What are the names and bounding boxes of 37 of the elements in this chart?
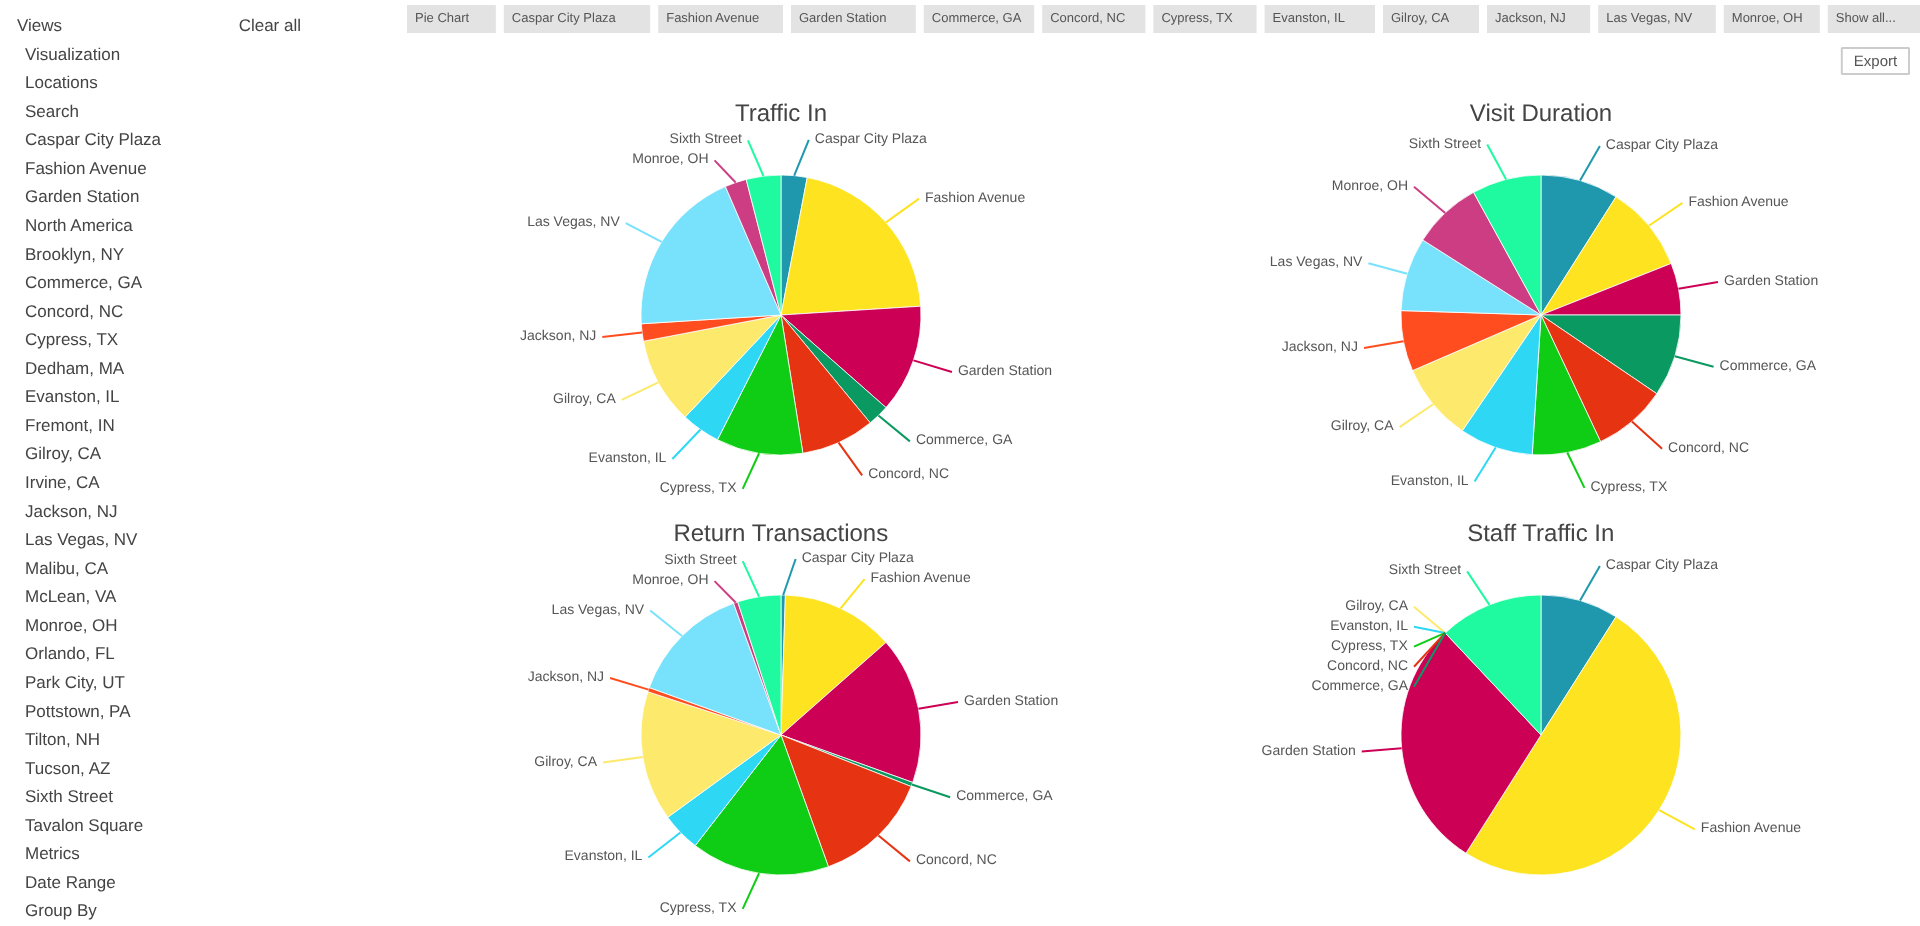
chart-title: Return Transactions bbox=[673, 519, 889, 547]
chart-title: Staff Traffic In bbox=[1467, 519, 1615, 547]
text: Malibu, CA bbox=[25, 557, 109, 578]
text: Clear all bbox=[238, 15, 302, 35]
text: Brooklyn, NY bbox=[25, 243, 125, 264]
text: Concord, NC bbox=[25, 300, 124, 321]
text: North America bbox=[25, 214, 134, 235]
text: Tilton, NH bbox=[25, 729, 100, 750]
text: Las Vegas, NV bbox=[25, 529, 139, 550]
text: Dedham, MA bbox=[25, 357, 125, 378]
text: Jackson, NJ bbox=[25, 500, 118, 521]
text: Cypress, TX bbox=[25, 329, 119, 350]
text: Views bbox=[17, 15, 63, 35]
text: Locations bbox=[25, 72, 98, 93]
text: Monroe, OH bbox=[25, 614, 118, 635]
text: Visualization bbox=[25, 43, 121, 64]
text: Sixth Street bbox=[25, 786, 115, 807]
text: Commerce, GA bbox=[25, 272, 143, 293]
text: Fashion Avenue bbox=[25, 157, 148, 178]
text: Search bbox=[25, 100, 80, 121]
text: Caspar City Plaza bbox=[25, 129, 162, 150]
chart-title: Traffic In bbox=[734, 99, 828, 127]
text: Tavalon Square bbox=[25, 814, 144, 835]
text: Park City, UT bbox=[25, 671, 125, 692]
text: Gilroy, CA bbox=[25, 443, 102, 464]
text: Tucson, AZ bbox=[25, 757, 111, 778]
text: McLean, VA bbox=[25, 586, 117, 607]
text: Garden Station bbox=[25, 186, 140, 207]
text: Group By bbox=[25, 900, 99, 921]
text: Evanston, IL bbox=[25, 386, 121, 407]
text: Irvine, CA bbox=[25, 472, 101, 492]
text: Orlando, FL bbox=[25, 643, 116, 664]
text: Pottstown, PA bbox=[25, 700, 132, 721]
text: Fremont, IN bbox=[25, 414, 115, 435]
text: Date Range bbox=[25, 871, 117, 892]
chart-title: Visit Duration bbox=[1469, 99, 1613, 127]
text: Metrics bbox=[25, 843, 80, 864]
